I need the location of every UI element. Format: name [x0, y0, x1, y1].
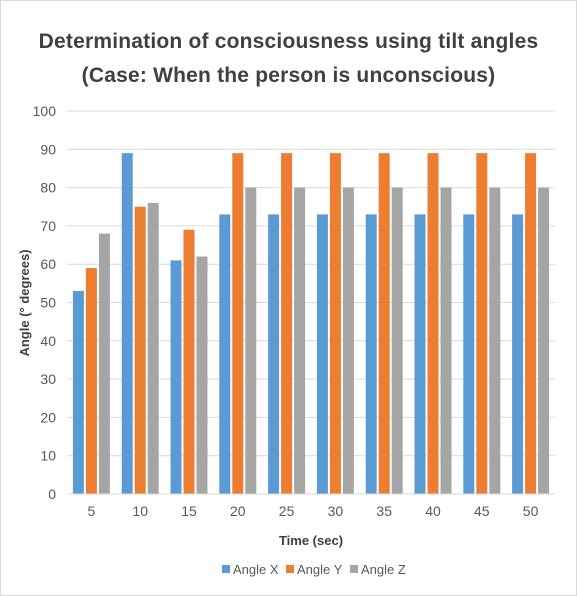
bar-angle-z — [98, 233, 110, 494]
x-tick-label: 50 — [523, 503, 539, 519]
bar-angle-y — [476, 153, 488, 494]
x-tick-label: 20 — [230, 503, 246, 519]
bar-angle-x — [365, 214, 377, 494]
x-tick-label: 10 — [132, 503, 148, 519]
x-tick-label: 35 — [376, 503, 392, 519]
y-tick-label: 40 — [40, 333, 56, 349]
legend-swatch — [350, 565, 358, 573]
y-axis-ticks: 0 10 20 30 40 50 60 70 80 90 100 — [33, 103, 57, 502]
bar-angle-z — [196, 256, 208, 494]
x-tick-label: 40 — [425, 503, 441, 519]
bar-angle-x — [72, 291, 84, 494]
bar-angle-z — [391, 187, 403, 494]
bar-angle-x — [512, 214, 524, 494]
bar-angle-z — [147, 202, 159, 495]
y-tick-label: 60 — [40, 256, 56, 272]
legend-item: Angle Y — [286, 562, 343, 577]
chart-title: Determination of consciousness using til… — [38, 30, 539, 53]
bar-angle-y — [427, 153, 439, 494]
x-axis-title: Time (sec) — [279, 533, 343, 548]
y-tick-label: 100 — [33, 103, 57, 119]
bar-angle-y — [232, 153, 244, 494]
bar-angle-y — [85, 268, 97, 494]
bar-angle-x — [414, 214, 426, 494]
bar-angle-z — [294, 187, 306, 494]
legend: Angle X Angle Y Angle Z — [222, 562, 406, 577]
legend-label: Angle Z — [361, 562, 406, 577]
chart-subtitle: (Case: When the person is unconscious) — [81, 64, 496, 87]
x-tick-label: 45 — [474, 503, 490, 519]
bar-angle-y — [183, 229, 195, 495]
x-axis-ticks: 5 10 15 20 25 30 35 40 45 50 — [88, 503, 539, 519]
bar-angle-y — [329, 153, 341, 494]
bars — [72, 153, 550, 495]
bar-angle-x — [463, 214, 475, 494]
bar-angle-x — [121, 153, 133, 494]
y-tick-label: 50 — [40, 295, 56, 311]
bar-angle-z — [342, 187, 354, 494]
x-tick-label: 5 — [88, 503, 96, 519]
x-tick-label: 25 — [279, 503, 295, 519]
x-tick-label: 30 — [328, 503, 344, 519]
x-tick-label: 15 — [181, 503, 197, 519]
bar-angle-x — [268, 214, 280, 494]
y-tick-label: 80 — [40, 180, 56, 196]
y-tick-label: 20 — [40, 409, 56, 425]
y-axis-title: Angle (° degrees) — [17, 249, 32, 356]
y-tick-label: 70 — [40, 218, 56, 234]
bar-angle-z — [538, 187, 550, 494]
y-tick-label: 0 — [48, 486, 56, 502]
bar-angle-y — [378, 153, 390, 494]
bar-angle-y — [134, 206, 146, 494]
legend-swatch — [286, 565, 294, 573]
bar-angle-x — [316, 214, 328, 494]
bar-angle-z — [489, 187, 501, 494]
bar-angle-z — [245, 187, 257, 494]
bar-angle-y — [281, 153, 293, 494]
legend-item: Angle Z — [350, 562, 406, 577]
y-tick-label: 30 — [40, 371, 56, 387]
y-tick-label: 90 — [40, 141, 56, 157]
legend-label: Angle Y — [297, 562, 343, 577]
bar-angle-y — [525, 153, 537, 494]
bar-angle-x — [170, 260, 182, 494]
legend-swatch — [222, 565, 230, 573]
bar-angle-z — [440, 187, 452, 494]
bar-angle-x — [219, 214, 231, 494]
legend-item: Angle X — [222, 562, 279, 577]
legend-label: Angle X — [233, 562, 279, 577]
y-tick-label: 10 — [40, 448, 56, 464]
